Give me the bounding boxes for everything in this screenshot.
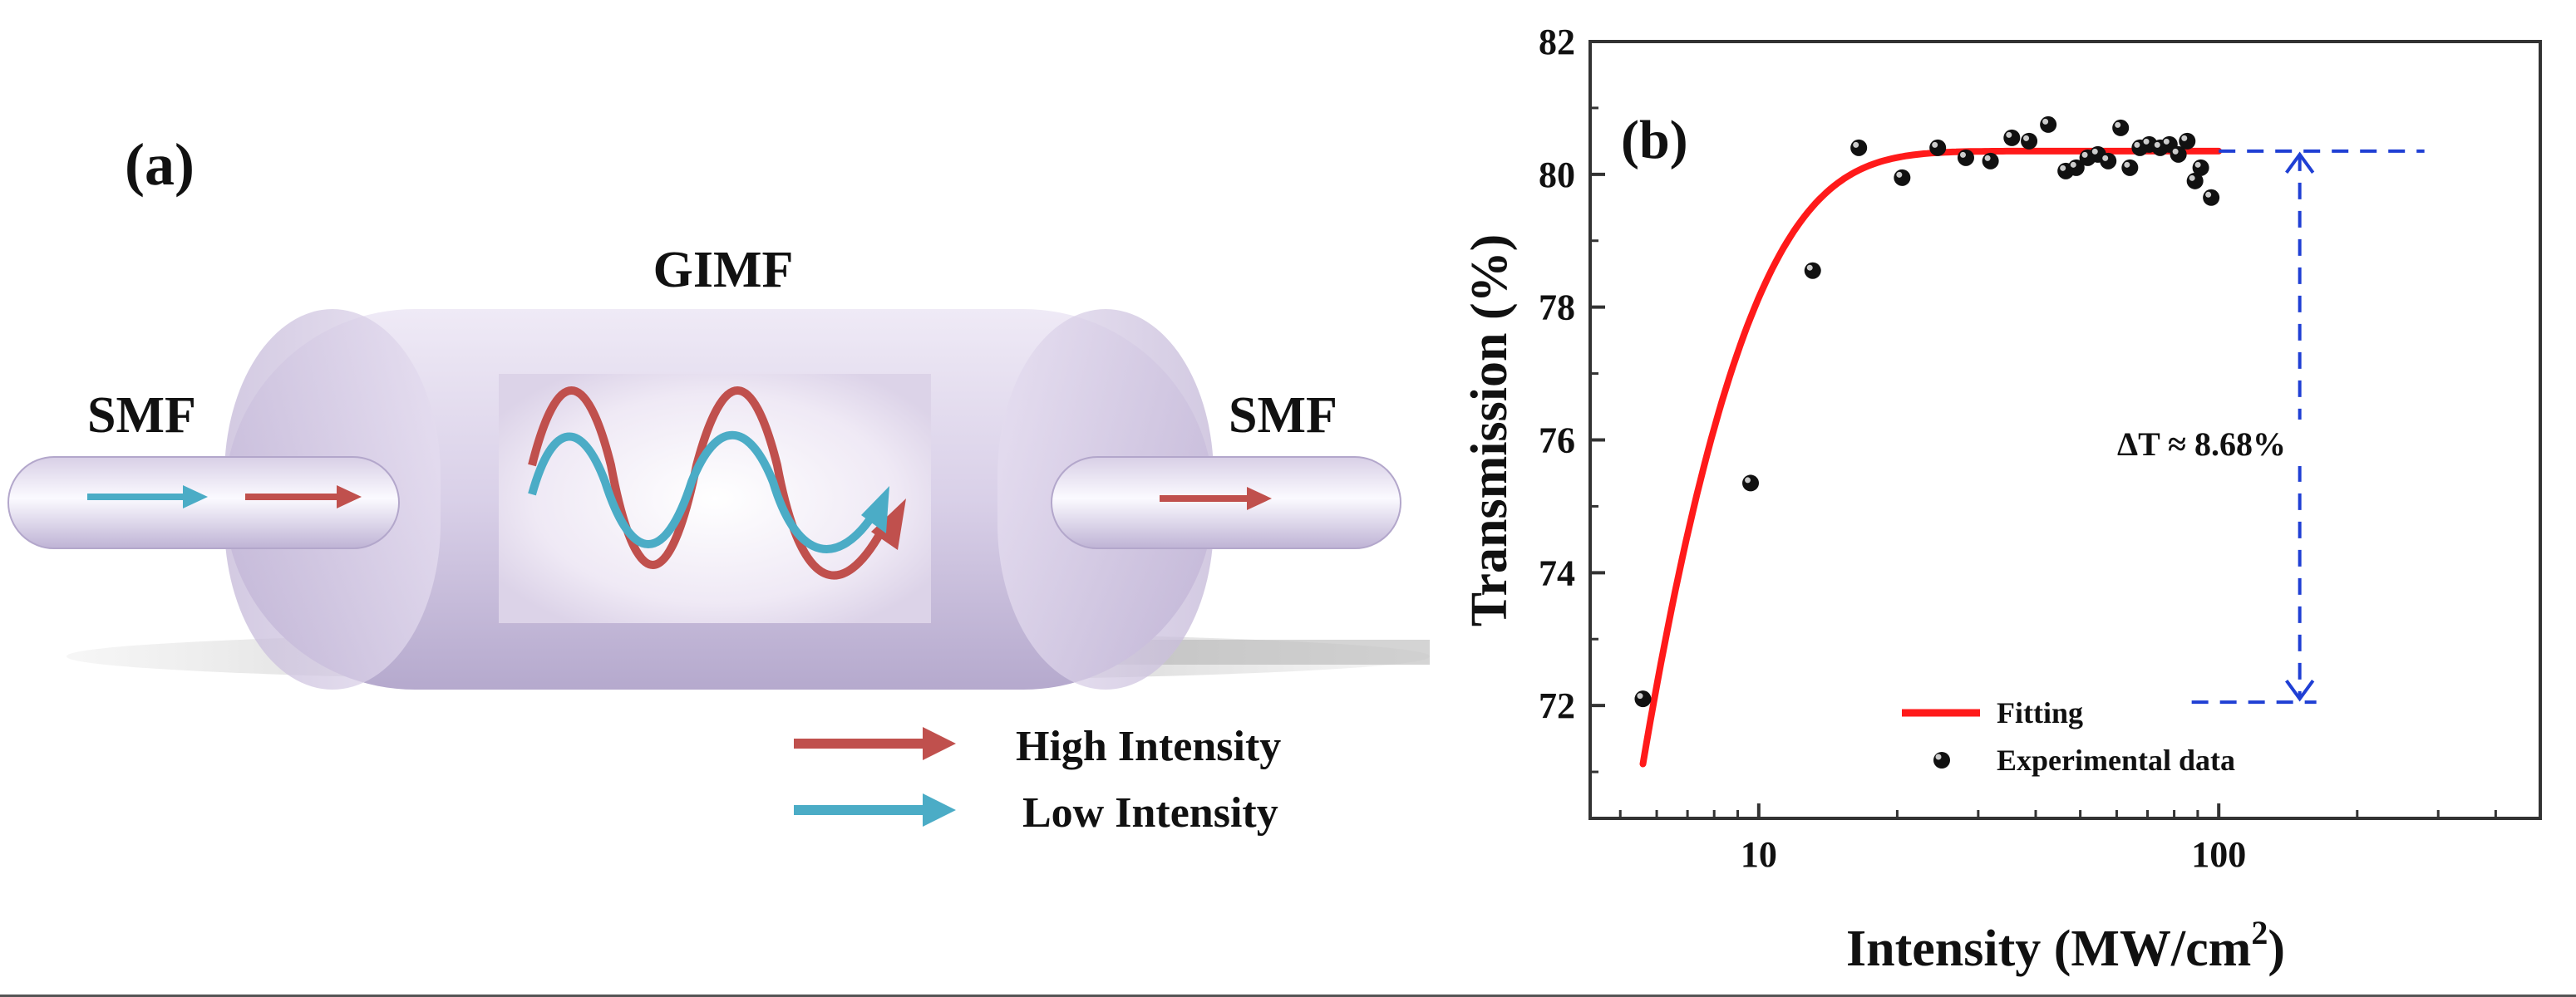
smf-right-fiber <box>1051 456 1401 549</box>
data-point-highlight <box>2060 165 2066 171</box>
delta-arrow-head-up <box>2285 151 2315 174</box>
data-point-highlight <box>1745 477 1751 484</box>
data-point-highlight <box>2023 135 2030 141</box>
data-point-highlight <box>2205 191 2212 198</box>
data-point <box>1850 139 1868 156</box>
data-point <box>2203 189 2220 206</box>
legend-low-intensity: Low Intensity <box>794 789 1278 837</box>
x-tick-label: 10 <box>1741 834 1777 875</box>
data-point <box>2003 129 2021 146</box>
chart-legend: Fitting Experimental data <box>1902 696 2235 777</box>
data-point <box>2192 159 2209 176</box>
y-tick-label: 80 <box>1539 155 1575 195</box>
data-point <box>2179 132 2196 150</box>
high-intensity-input-arrow <box>245 485 362 508</box>
x-axis-label: Intensity (MW/cm2) <box>1846 914 2285 977</box>
panel-a-label: (a) <box>125 131 195 198</box>
y-tick-label: 82 <box>1539 22 1575 62</box>
smf-left-label: SMF <box>87 387 196 444</box>
legend-fitting-label: Fitting <box>1997 696 2083 729</box>
y-tick-label: 74 <box>1539 553 1575 593</box>
x-axis-label-close: ) <box>2268 921 2285 977</box>
low-intensity-wave-head <box>861 486 889 533</box>
x-axis: 10 100 <box>1618 803 2497 875</box>
data-point <box>1804 262 1821 279</box>
data-point <box>1957 149 1974 166</box>
high-intensity-wave-head <box>871 498 906 550</box>
data-point-highlight <box>1896 171 1903 178</box>
delta-label: ΔT ≈ 8.68% <box>2117 425 2286 463</box>
data-point-highlight <box>2006 131 2012 138</box>
data-point <box>2121 159 2139 176</box>
delta-arrow-head-down <box>2285 679 2315 702</box>
data-point-highlight <box>1959 151 1966 158</box>
smf-left-fiber <box>7 456 400 549</box>
data-point-highlight <box>2042 118 2049 125</box>
data-point <box>2040 115 2057 133</box>
legend-high-intensity: High Intensity <box>794 723 1281 770</box>
low-intensity-input-arrow <box>87 485 208 508</box>
data-point-highlight <box>2163 138 2170 145</box>
y-tick-label: 76 <box>1539 420 1575 460</box>
data-point-highlight <box>2091 148 2098 155</box>
legend-experimental-marker <box>1933 752 1950 769</box>
data-point <box>2021 132 2038 150</box>
data-point <box>1894 169 1911 186</box>
panel-b-label: (b) <box>1621 110 1688 170</box>
data-point <box>1929 139 1947 156</box>
high-intensity-output-arrow <box>1160 487 1272 510</box>
data-point-highlight <box>2194 161 2201 168</box>
data-point-highlight <box>2102 155 2109 161</box>
legend-experimental-label: Experimental data <box>1997 744 2235 777</box>
data-point-highlight <box>2070 161 2076 168</box>
data-point <box>2100 152 2117 169</box>
data-point-highlight <box>1637 693 1643 700</box>
data-point <box>2112 119 2130 136</box>
panel-a: (a) GIMF SMF SMF <box>7 131 1430 837</box>
x-axis-label-sup: 2 <box>2251 914 2268 951</box>
data-point-highlight <box>2143 138 2150 145</box>
delta-t-annotation: ΔT ≈ 8.68% <box>2111 149 2425 705</box>
data-point-highlight <box>2115 121 2121 128</box>
data-point-highlight <box>2124 161 2130 168</box>
data-point-highlight <box>2134 141 2140 148</box>
x-axis-label-main: Intensity (MW/cm <box>1846 921 2251 977</box>
y-axis: 72 74 76 78 80 82 <box>1539 22 1605 774</box>
data-point-highlight <box>1932 141 1938 148</box>
data-point-highlight <box>2181 135 2188 141</box>
data-point <box>1634 690 1652 708</box>
data-point <box>1982 152 1999 169</box>
low-intensity-wave <box>528 431 877 553</box>
x-tick-label: 100 <box>2191 834 2246 875</box>
data-point-highlight <box>1984 155 1991 161</box>
data-point-highlight <box>2081 151 2088 158</box>
data-point-highlight <box>1806 264 1813 271</box>
bottom-rule <box>0 995 2576 997</box>
y-axis-label: Transmission (%) <box>1461 234 1518 627</box>
delta-label-bg <box>2111 420 2336 466</box>
data-point-highlight <box>2172 148 2179 155</box>
fitting-curve <box>1639 147 2223 768</box>
data-point <box>1742 474 1760 492</box>
y-tick-label: 78 <box>1539 287 1575 328</box>
legend-experimental-highlight <box>1935 754 1942 760</box>
plot-frame <box>1588 40 2542 820</box>
experimental-points <box>1634 115 2220 708</box>
data-point-highlight <box>2154 141 2160 148</box>
legend-high-intensity-label: High Intensity <box>1016 723 1281 770</box>
data-point-highlight <box>2189 174 2195 181</box>
data-point-highlight <box>1853 141 1859 148</box>
gimf-label: GIMF <box>653 242 794 298</box>
legend-low-intensity-label: Low Intensity <box>1022 789 1278 837</box>
y-tick-label: 72 <box>1539 685 1575 726</box>
smf-right-label: SMF <box>1229 387 1337 444</box>
